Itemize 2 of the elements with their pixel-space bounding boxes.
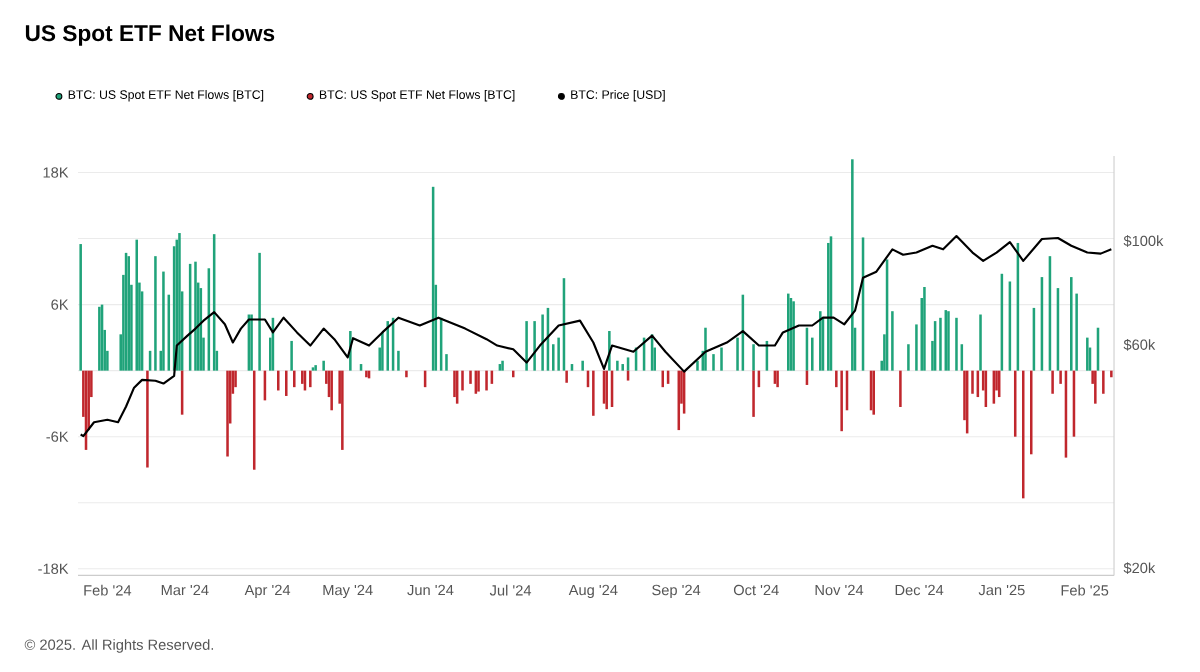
line-series xyxy=(79,234,1113,438)
chart-title: US Spot ETF Net Flows xyxy=(25,24,275,46)
